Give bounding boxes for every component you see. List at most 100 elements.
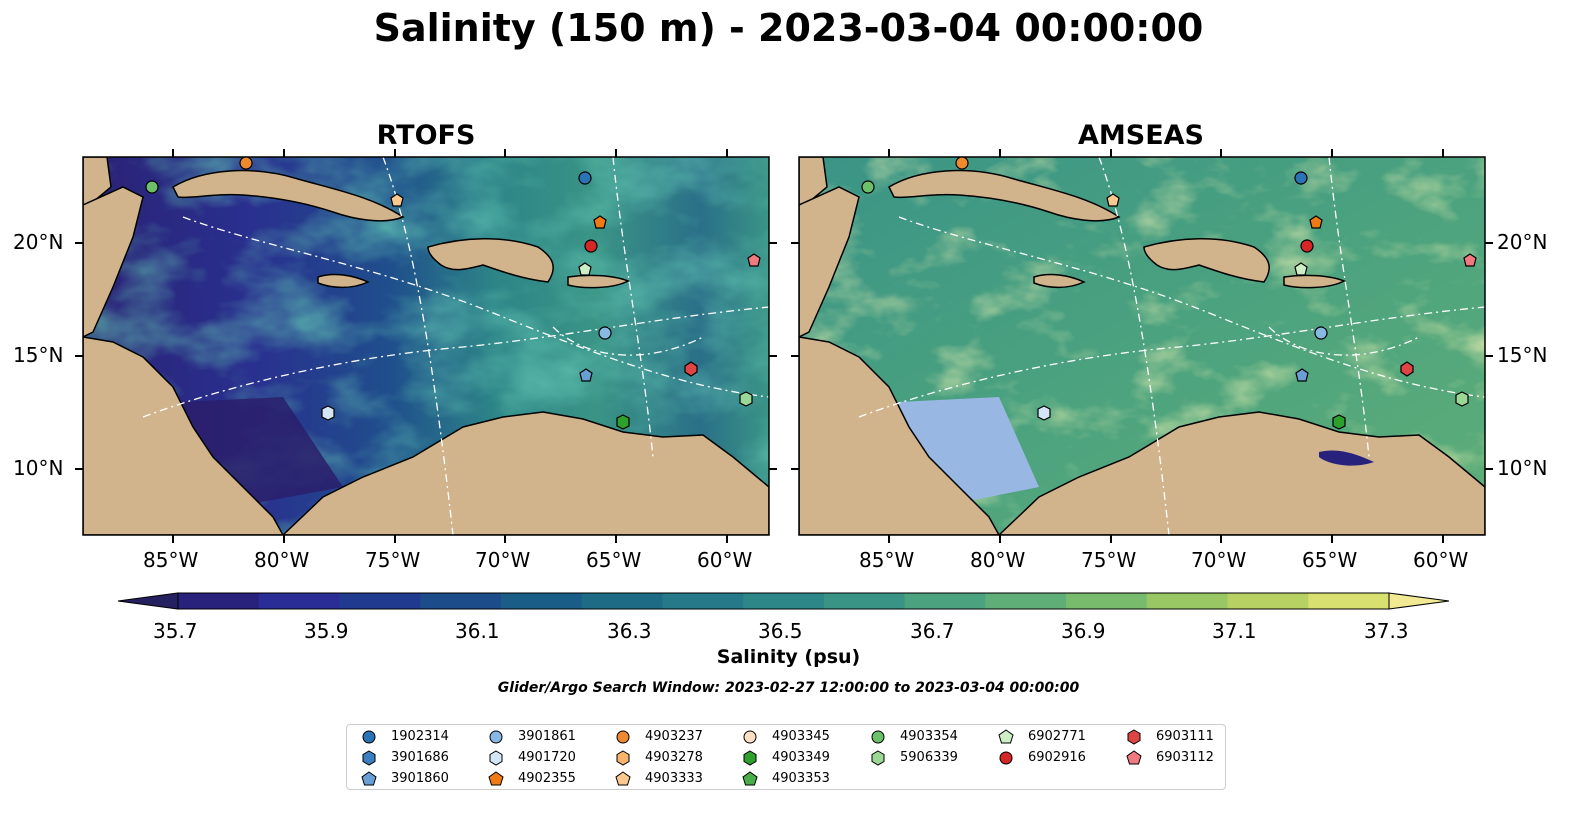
lat-tick-label: 20°N bbox=[13, 230, 64, 254]
colorbar-cell bbox=[904, 593, 986, 609]
colorbar-cell bbox=[1066, 593, 1148, 609]
lon-tick-label: 65°W bbox=[586, 548, 642, 572]
colorbar-cell bbox=[1146, 593, 1229, 609]
circle-marker-icon bbox=[871, 730, 885, 744]
lon-tick-label: 70°W bbox=[1191, 548, 1247, 572]
colorbar-cell bbox=[662, 593, 744, 609]
lon-tick-label: 75°W bbox=[1081, 548, 1137, 572]
lat-tick-label: 20°N bbox=[1497, 230, 1548, 254]
hexagon-marker-icon bbox=[489, 750, 503, 766]
legend-label: 6902771 bbox=[1028, 729, 1086, 744]
colorbar-label: Salinity (psu) bbox=[716, 646, 861, 668]
pentagon-marker-icon bbox=[361, 771, 377, 786]
lat-tick-label: 15°N bbox=[13, 343, 64, 367]
circle-marker-icon bbox=[743, 730, 757, 744]
legend-item: 3901860 bbox=[361, 769, 481, 789]
colorbar-tick-label: 36.9 bbox=[1061, 619, 1106, 643]
colorbar-tick-label: 36.7 bbox=[910, 619, 955, 643]
colorbar-tick-label: 37.3 bbox=[1364, 619, 1409, 643]
pentagon-marker-icon bbox=[998, 729, 1014, 744]
rtofs-map bbox=[83, 157, 769, 535]
lon-tick-label: 70°W bbox=[475, 548, 531, 572]
legend-label: 6902916 bbox=[1028, 750, 1086, 765]
colorbar-cell bbox=[500, 593, 583, 609]
legend-item: 4903354 bbox=[870, 727, 990, 747]
colorbar bbox=[117, 592, 1450, 610]
colorbar-tick-label: 36.3 bbox=[607, 619, 652, 643]
legend-item: 6903112 bbox=[1126, 748, 1246, 768]
circle-marker-icon bbox=[489, 730, 503, 744]
float-markers-amseas bbox=[861, 156, 1477, 430]
legend-item: 4903345 bbox=[742, 727, 862, 747]
hexagon-marker-icon bbox=[743, 750, 757, 766]
legend-label: 6903112 bbox=[1156, 750, 1214, 765]
legend-item: 5906339 bbox=[870, 748, 990, 768]
legend-item: 4903278 bbox=[615, 748, 735, 768]
axis-ticks bbox=[75, 149, 1493, 543]
colorbar-cell bbox=[581, 593, 663, 609]
legend-item: 4903353 bbox=[742, 769, 862, 789]
circle-marker-icon bbox=[999, 751, 1013, 765]
legend-item: 4903349 bbox=[742, 748, 862, 768]
legend-item: 4902355 bbox=[488, 769, 608, 789]
legend-label: 4903353 bbox=[772, 771, 830, 786]
legend-label: 3901861 bbox=[518, 729, 576, 744]
pentagon-marker-icon bbox=[742, 771, 758, 786]
lat-tick-label: 15°N bbox=[1497, 343, 1548, 367]
lon-tick-label: 85°W bbox=[859, 548, 915, 572]
legend-label: 4903278 bbox=[645, 750, 703, 765]
legend-label: 1902314 bbox=[391, 729, 449, 744]
panel-title-amseas: AMSEAS bbox=[1078, 120, 1204, 151]
colorbar-tick-label: 35.9 bbox=[304, 619, 349, 643]
colorbar-cell bbox=[823, 593, 906, 609]
legend-item: 3901686 bbox=[361, 748, 481, 768]
legend-label: 5906339 bbox=[900, 750, 958, 765]
colorbar-tick-label: 35.7 bbox=[153, 619, 198, 643]
legend-item: 1902314 bbox=[361, 727, 481, 747]
legend-item: 6903111 bbox=[1126, 727, 1246, 747]
colorbar-cell bbox=[420, 593, 502, 609]
colorbar-cell bbox=[258, 593, 340, 609]
legend-label: 4903345 bbox=[772, 729, 830, 744]
lon-tick-label: 60°W bbox=[1413, 548, 1469, 572]
lon-tick-label: 75°W bbox=[365, 548, 421, 572]
colorbar-cell bbox=[178, 593, 260, 609]
legend-label: 4903237 bbox=[645, 729, 703, 744]
colorbar-tick-label: 36.5 bbox=[758, 619, 803, 643]
lat-tick-label: 10°N bbox=[13, 456, 64, 480]
colorbar-cell bbox=[339, 593, 421, 609]
float-markers-rtofs bbox=[145, 156, 761, 430]
legend-item: 6902771 bbox=[998, 727, 1118, 747]
legend-item: 4903333 bbox=[615, 769, 735, 789]
legend-item: 4901720 bbox=[488, 748, 608, 768]
legend-label: 4903354 bbox=[900, 729, 958, 744]
colorbar-cell bbox=[1308, 593, 1390, 609]
lon-tick-label: 85°W bbox=[143, 548, 199, 572]
colorbar-cell bbox=[985, 593, 1067, 609]
legend-item: 4903237 bbox=[615, 727, 735, 747]
legend-label: 4903349 bbox=[772, 750, 830, 765]
pentagon-marker-icon bbox=[1126, 750, 1142, 765]
legend-label: 4902355 bbox=[518, 771, 576, 786]
colorbar-tick-label: 37.1 bbox=[1212, 619, 1257, 643]
float-legend: 1902314 3901686 3901860 3901861 4901720 49023… bbox=[346, 724, 1226, 790]
figure-title: Salinity (150 m) - 2023-03-04 00:00:00 bbox=[373, 6, 1204, 50]
amseas-map bbox=[799, 157, 1485, 535]
legend-label: 3901686 bbox=[391, 750, 449, 765]
colorbar-cell bbox=[1227, 593, 1309, 609]
hexagon-marker-icon bbox=[362, 750, 376, 766]
lon-tick-label: 80°W bbox=[254, 548, 310, 572]
colorbar-tick-label: 36.1 bbox=[455, 619, 500, 643]
legend-label: 6903111 bbox=[1156, 729, 1214, 744]
lon-tick-label: 80°W bbox=[970, 548, 1026, 572]
circle-marker-icon bbox=[362, 730, 376, 744]
lon-tick-label: 60°W bbox=[697, 548, 753, 572]
legend-item: 6902916 bbox=[998, 748, 1118, 768]
hexagon-marker-icon bbox=[871, 750, 885, 766]
lon-tick-label: 65°W bbox=[1302, 548, 1358, 572]
lat-tick-label: 10°N bbox=[1497, 456, 1548, 480]
hexagon-marker-icon bbox=[616, 750, 630, 766]
pentagon-marker-icon bbox=[615, 771, 631, 786]
circle-marker-icon bbox=[616, 730, 630, 744]
